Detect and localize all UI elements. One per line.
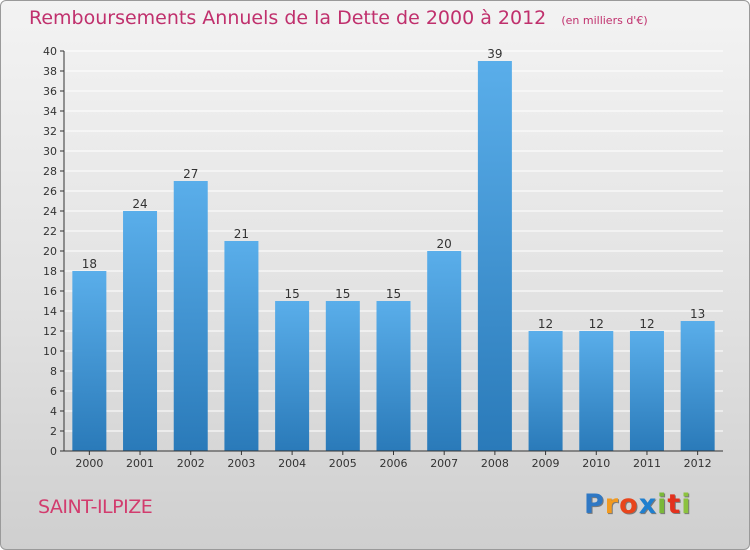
y-tick-label: 10 xyxy=(43,345,57,358)
data-label: 27 xyxy=(183,167,198,181)
logo-letter: o xyxy=(619,489,639,520)
bar xyxy=(123,211,158,451)
x-tick-label: 2002 xyxy=(177,457,205,470)
y-tick-label: 8 xyxy=(50,365,57,378)
y-tick-label: 30 xyxy=(43,145,57,158)
x-tick-label: 2001 xyxy=(126,457,154,470)
commune-name: SAINT-ILPIZE xyxy=(38,496,153,518)
y-tick-label: 14 xyxy=(43,305,57,318)
data-label: 12 xyxy=(639,317,654,331)
x-tick-label: 2012 xyxy=(684,457,712,470)
x-tick-label: 2004 xyxy=(278,457,306,470)
bar xyxy=(680,321,715,451)
x-tick-labels: 2000 2001 2002 2003 2004 2005 2006 2007 2008 2009… xyxy=(75,451,712,470)
x-tick-label: 2009 xyxy=(532,457,560,470)
y-tick-label: 18 xyxy=(43,265,57,278)
y-tick-label: 28 xyxy=(43,165,57,178)
bar xyxy=(477,61,512,451)
y-tick-label: 36 xyxy=(43,85,57,98)
x-tick-label: 2008 xyxy=(481,457,509,470)
y-tick-label: 4 xyxy=(50,405,57,418)
data-label: 15 xyxy=(284,287,299,301)
data-label: 12 xyxy=(589,317,604,331)
data-label: 15 xyxy=(386,287,401,301)
data-label: 21 xyxy=(234,227,249,241)
bar xyxy=(72,271,107,451)
bar xyxy=(579,331,614,451)
logo-letter: i xyxy=(657,489,668,520)
y-tick-label: 2 xyxy=(50,425,57,438)
y-tick-label: 38 xyxy=(43,65,57,78)
chart-title: Remboursements Annuels de la Dette de 20… xyxy=(29,7,547,29)
x-tick-label: 2007 xyxy=(430,457,458,470)
bar xyxy=(376,301,411,451)
bars xyxy=(72,61,715,451)
chart-subtitle: (en milliers d'€) xyxy=(561,14,648,27)
bar xyxy=(427,251,462,451)
y-tick-label: 20 xyxy=(43,245,57,258)
x-tick-label: 2000 xyxy=(75,457,103,470)
proxiti-logo: Proxiti xyxy=(584,489,692,520)
title-row: Remboursements Annuels de la Dette de 20… xyxy=(29,7,648,29)
data-label: 39 xyxy=(487,47,502,61)
y-tick-label: 6 xyxy=(50,385,57,398)
data-label: 13 xyxy=(690,307,705,321)
x-tick-label: 2011 xyxy=(633,457,661,470)
bar xyxy=(325,301,360,451)
x-tick-label: 2003 xyxy=(227,457,255,470)
y-tick-label: 34 xyxy=(43,105,57,118)
y-tick-label: 26 xyxy=(43,185,57,198)
logo-letter: i xyxy=(681,489,692,520)
x-tick-label: 2005 xyxy=(329,457,357,470)
y-tick-label: 40 xyxy=(43,45,57,58)
y-tick-label: 12 xyxy=(43,325,57,338)
data-label: 12 xyxy=(538,317,553,331)
y-tick-label: 24 xyxy=(43,205,57,218)
bar xyxy=(275,301,310,451)
y-tick-label: 0 xyxy=(50,445,57,458)
data-label: 20 xyxy=(437,237,452,251)
logo-letter: P xyxy=(584,489,605,520)
data-label: 15 xyxy=(335,287,350,301)
logo-letter: t xyxy=(667,489,682,520)
y-tick-label: 32 xyxy=(43,125,57,138)
data-label: 18 xyxy=(82,257,97,271)
bar xyxy=(224,241,259,451)
bar xyxy=(173,181,208,451)
logo-letter: x xyxy=(638,489,658,520)
x-tick-label: 2010 xyxy=(582,457,610,470)
data-label: 24 xyxy=(132,197,147,211)
data-labels: 18 24 27 21 15 15 15 20 39 12 12 12 13 xyxy=(82,47,706,331)
bar xyxy=(629,331,664,451)
logo-letter: r xyxy=(604,489,620,520)
y-tick-label: 22 xyxy=(43,225,57,238)
bar xyxy=(528,331,563,451)
x-tick-label: 2006 xyxy=(380,457,408,470)
y-tick-label: 16 xyxy=(43,285,57,298)
